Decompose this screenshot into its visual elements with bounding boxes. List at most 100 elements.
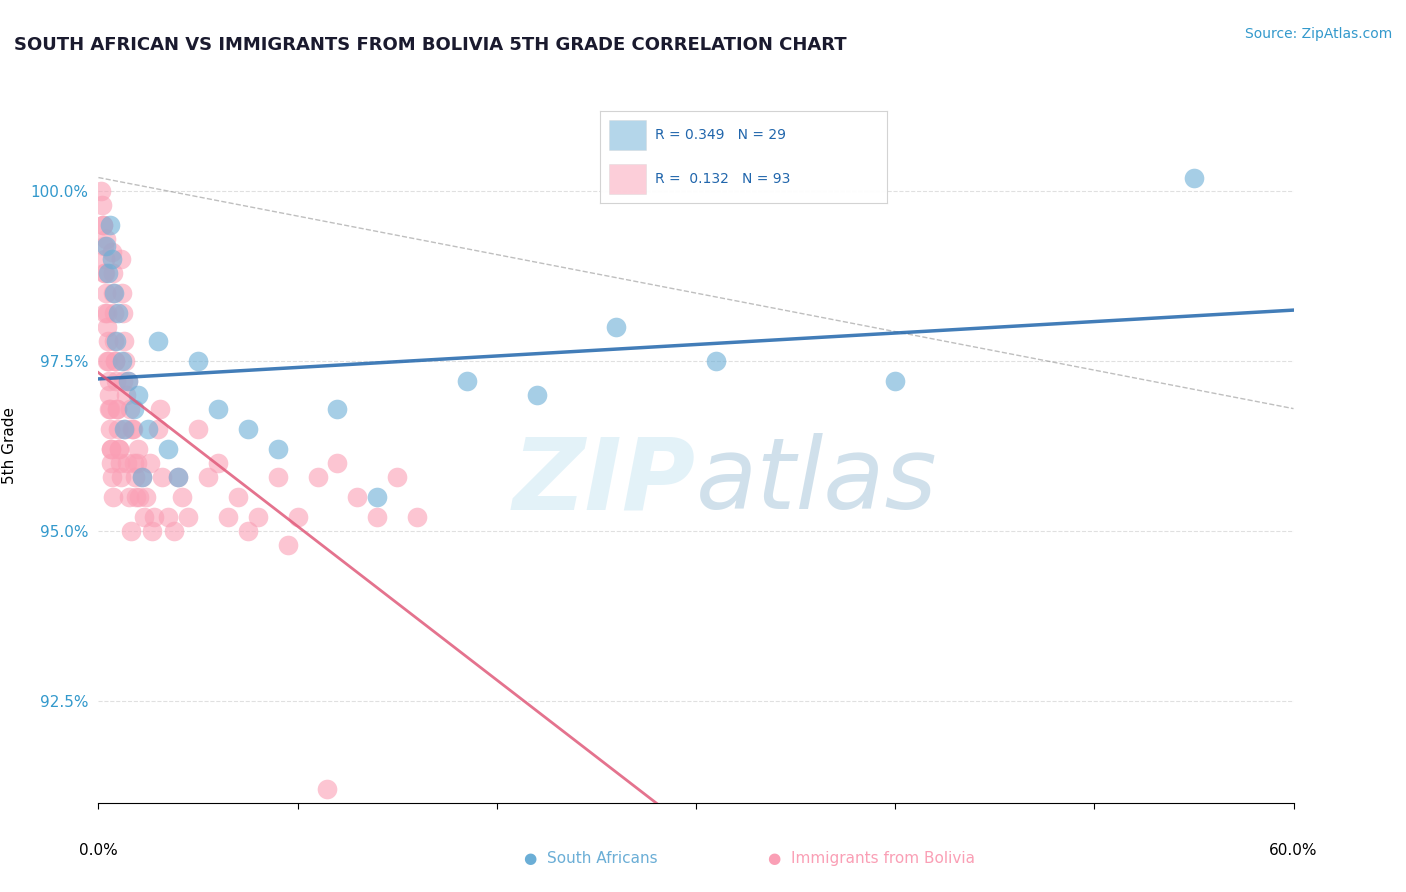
Immigrants from Bolivia — [236, 524, 259, 538]
Immigrants from Bolivia — [135, 490, 157, 504]
Immigrants from Bolivia — [104, 354, 127, 368]
Text: Source: ZipAtlas.com: Source: ZipAtlas.com — [1244, 27, 1392, 41]
Immigrants from Bolivia — [98, 422, 122, 436]
Text: 60.0%: 60.0% — [1270, 843, 1317, 858]
South Africans — [98, 218, 122, 232]
South Africans — [97, 266, 120, 280]
South Africans — [124, 401, 146, 416]
Immigrants from Bolivia — [115, 456, 138, 470]
Immigrants from Bolivia — [197, 469, 219, 483]
South Africans — [267, 442, 290, 457]
Immigrants from Bolivia — [226, 490, 249, 504]
Immigrants from Bolivia — [96, 306, 118, 320]
Immigrants from Bolivia — [111, 375, 134, 389]
South Africans — [884, 375, 907, 389]
South Africans — [131, 469, 153, 483]
South Africans — [117, 375, 139, 389]
Text: ●  South Africans: ● South Africans — [523, 852, 658, 866]
Immigrants from Bolivia — [117, 375, 139, 389]
Immigrants from Bolivia — [110, 252, 132, 266]
South Africans — [112, 422, 135, 436]
Immigrants from Bolivia — [124, 456, 146, 470]
Immigrants from Bolivia — [120, 401, 142, 416]
Immigrants from Bolivia — [125, 490, 148, 504]
Immigrants from Bolivia — [103, 306, 125, 320]
Immigrants from Bolivia — [94, 252, 117, 266]
Text: ZIP: ZIP — [513, 434, 696, 530]
Immigrants from Bolivia — [112, 334, 135, 348]
Immigrants from Bolivia — [104, 354, 127, 368]
Immigrants from Bolivia — [93, 238, 115, 252]
Immigrants from Bolivia — [110, 469, 132, 483]
Immigrants from Bolivia — [127, 442, 149, 457]
Immigrants from Bolivia — [100, 456, 122, 470]
Immigrants from Bolivia — [111, 286, 134, 301]
Y-axis label: 5th Grade: 5th Grade — [1, 408, 17, 484]
South Africans — [148, 334, 170, 348]
South Africans — [326, 401, 349, 416]
Immigrants from Bolivia — [97, 375, 120, 389]
South Africans — [167, 469, 190, 483]
Immigrants from Bolivia — [385, 469, 409, 483]
Immigrants from Bolivia — [150, 469, 173, 483]
Immigrants from Bolivia — [141, 524, 163, 538]
Immigrants from Bolivia — [103, 334, 125, 348]
Immigrants from Bolivia — [112, 306, 135, 320]
Immigrants from Bolivia — [217, 510, 239, 524]
Text: ●  Immigrants from Bolivia: ● Immigrants from Bolivia — [768, 852, 976, 866]
South Africans — [136, 422, 159, 436]
South Africans — [105, 334, 128, 348]
Immigrants from Bolivia — [115, 388, 138, 402]
Immigrants from Bolivia — [124, 469, 146, 483]
Immigrants from Bolivia — [172, 490, 194, 504]
South Africans — [704, 354, 727, 368]
Immigrants from Bolivia — [98, 401, 121, 416]
Immigrants from Bolivia — [105, 401, 128, 416]
Immigrants from Bolivia — [101, 469, 124, 483]
Immigrants from Bolivia — [101, 266, 124, 280]
Immigrants from Bolivia — [100, 442, 122, 457]
Immigrants from Bolivia — [163, 524, 186, 538]
Immigrants from Bolivia — [90, 184, 112, 198]
Immigrants from Bolivia — [93, 266, 115, 280]
Immigrants from Bolivia — [105, 375, 128, 389]
South Africans — [187, 354, 209, 368]
Immigrants from Bolivia — [110, 456, 132, 470]
South Africans — [101, 252, 124, 266]
Immigrants from Bolivia — [128, 490, 150, 504]
Immigrants from Bolivia — [100, 442, 122, 457]
Immigrants from Bolivia — [167, 469, 190, 483]
Immigrants from Bolivia — [96, 354, 118, 368]
Immigrants from Bolivia — [108, 442, 131, 457]
Text: SOUTH AFRICAN VS IMMIGRANTS FROM BOLIVIA 5TH GRADE CORRELATION CHART: SOUTH AFRICAN VS IMMIGRANTS FROM BOLIVIA… — [14, 36, 846, 54]
Immigrants from Bolivia — [366, 510, 388, 524]
Immigrants from Bolivia — [98, 401, 121, 416]
Immigrants from Bolivia — [105, 401, 128, 416]
South Africans — [157, 442, 180, 457]
Immigrants from Bolivia — [148, 422, 170, 436]
Immigrants from Bolivia — [97, 334, 120, 348]
Immigrants from Bolivia — [157, 510, 180, 524]
South Africans — [96, 238, 118, 252]
Immigrants from Bolivia — [177, 510, 200, 524]
South Africans — [1182, 170, 1205, 185]
South Africans — [605, 320, 627, 334]
Immigrants from Bolivia — [346, 490, 368, 504]
Immigrants from Bolivia — [316, 782, 339, 797]
Immigrants from Bolivia — [139, 456, 162, 470]
Immigrants from Bolivia — [406, 510, 429, 524]
Immigrants from Bolivia — [122, 422, 145, 436]
Immigrants from Bolivia — [93, 218, 115, 232]
Immigrants from Bolivia — [267, 469, 290, 483]
Immigrants from Bolivia — [94, 266, 117, 280]
Immigrants from Bolivia — [187, 422, 209, 436]
Immigrants from Bolivia — [143, 510, 166, 524]
Immigrants from Bolivia — [114, 422, 136, 436]
Immigrants from Bolivia — [96, 320, 118, 334]
Immigrants from Bolivia — [101, 490, 124, 504]
Immigrants from Bolivia — [107, 422, 129, 436]
Immigrants from Bolivia — [287, 510, 309, 524]
Immigrants from Bolivia — [96, 232, 118, 246]
Immigrants from Bolivia — [121, 422, 143, 436]
Immigrants from Bolivia — [125, 456, 148, 470]
